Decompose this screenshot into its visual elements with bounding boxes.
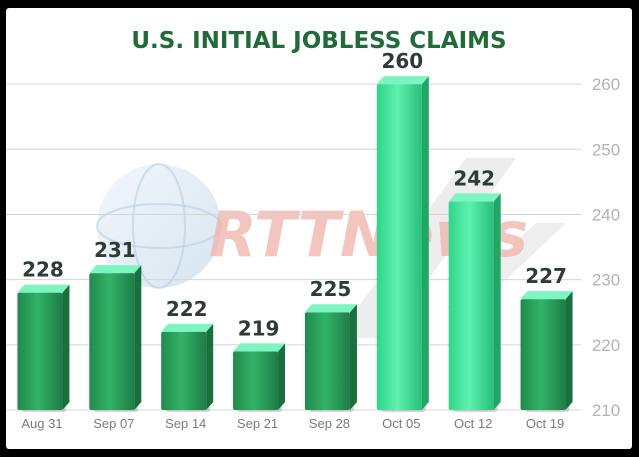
bar: [448, 193, 501, 412]
data-label: 219: [238, 316, 280, 340]
data-labels: 228 231 222 219 225 260 242 227: [22, 49, 567, 340]
chart-card: RTTNews 228 231 222 219 225 260 242 227 Aug 31 S…: [6, 8, 632, 449]
y-axis: 210 220 230 240 250 260: [592, 75, 620, 420]
bar-top: [233, 343, 286, 352]
x-tick-label: Sep 21: [237, 416, 278, 431]
x-tick-label: Oct 05: [382, 416, 420, 431]
bar-top: [448, 193, 501, 202]
bar-side: [62, 284, 70, 410]
data-label: 228: [22, 258, 64, 282]
bar-top: [376, 76, 429, 85]
y-tick-label: 220: [592, 336, 620, 355]
bar-front: [89, 273, 135, 410]
watermark-globe-icon: [97, 164, 221, 288]
bar: [161, 323, 214, 412]
bar: [304, 304, 357, 412]
watermark-globe-ring: [96, 203, 222, 249]
bar-front: [304, 312, 350, 410]
bar-front: [448, 201, 494, 410]
data-label: 260: [381, 49, 423, 73]
x-tick-label: Sep 28: [309, 416, 350, 431]
bar-side: [421, 76, 429, 411]
bar: [376, 76, 429, 413]
data-label: 242: [453, 166, 495, 190]
bar-top: [304, 304, 357, 313]
bar-top: [161, 323, 214, 332]
bar-side: [493, 193, 501, 410]
y-tick-label: 240: [592, 205, 620, 224]
bar: [89, 265, 142, 412]
bar-side: [278, 343, 286, 410]
chart-title: U.S. INITIAL JOBLESS CLAIMS: [131, 28, 506, 54]
bar: [17, 284, 70, 412]
x-tick-label: Aug 31: [21, 416, 62, 431]
data-label: 222: [166, 297, 208, 321]
bar-front: [233, 351, 279, 410]
x-tick-label: Sep 07: [93, 416, 134, 431]
bar-top: [89, 265, 142, 274]
bar-side: [349, 304, 357, 410]
bar-front: [376, 84, 422, 411]
bar-side: [134, 265, 142, 410]
y-tick-label: 230: [592, 271, 620, 290]
x-tick-label: Oct 12: [454, 416, 492, 431]
data-label: 225: [310, 277, 352, 301]
x-axis: Aug 31 Sep 07 Sep 14 Sep 21 Sep 28 Oct 05 Oct …: [21, 416, 564, 431]
chart-bars: [17, 76, 573, 413]
bar-top: [17, 284, 70, 293]
y-tick-label: 250: [592, 140, 620, 159]
bar: [520, 291, 573, 412]
y-tick-label: 210: [592, 401, 620, 420]
y-tick-label: 260: [592, 75, 620, 94]
bar-side: [565, 291, 573, 410]
data-label: 227: [525, 264, 567, 288]
bar-front: [161, 331, 207, 410]
bar: [233, 343, 286, 412]
data-label: 231: [94, 238, 136, 262]
bar-top: [520, 291, 573, 300]
bar-front: [17, 292, 63, 410]
bar-side: [206, 323, 214, 410]
x-tick-label: Sep 14: [165, 416, 206, 431]
x-tick-label: Oct 19: [526, 416, 564, 431]
watermark-globe-meridian: [132, 163, 186, 289]
bar-front: [520, 299, 566, 410]
